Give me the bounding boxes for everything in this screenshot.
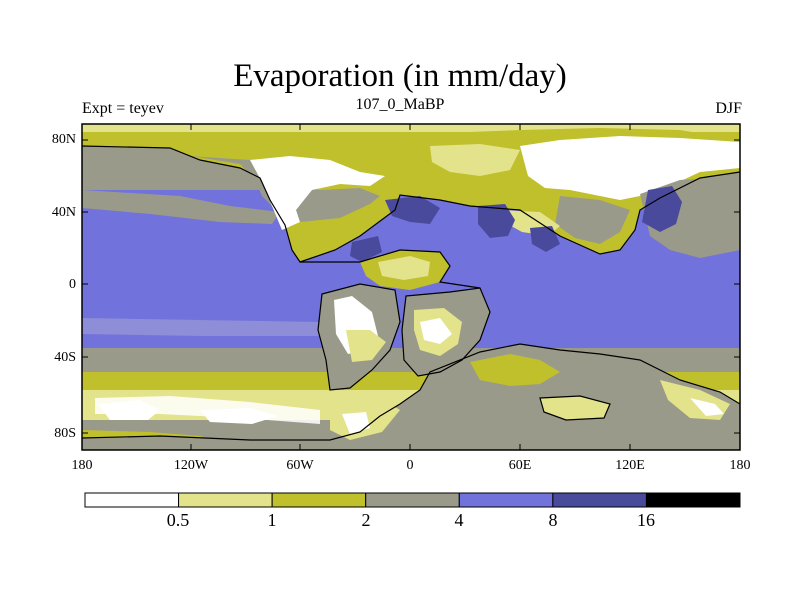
gray-strip-west-npac — [82, 190, 280, 224]
gray-strip-equator-south — [82, 318, 320, 336]
colorbar-label: 2 — [361, 510, 371, 530]
coastline-laurasia — [81, 145, 741, 263]
gondwana-south-white — [342, 412, 370, 434]
lon-tick-label: 60W — [286, 458, 314, 473]
colorbar-label: 0.5 — [166, 510, 190, 530]
coastline-south-america — [317, 283, 401, 391]
south-pac-white-lobe-2 — [200, 408, 278, 424]
colorbar-label: 16 — [637, 510, 655, 530]
map-frame — [81, 123, 741, 451]
map-title: Evaporation (in mm/day) — [233, 58, 567, 94]
lon-tick-label: 120E — [615, 458, 645, 473]
colorbar — [84, 492, 741, 508]
gondwana-pale-north — [378, 256, 430, 280]
coastline-africa — [401, 287, 491, 377]
laurasia-white-east — [520, 136, 740, 200]
lon-tick-label: 60E — [508, 458, 532, 473]
coastline-south — [81, 343, 741, 441]
season-label: DJF — [715, 100, 742, 117]
tick-marks — [82, 124, 740, 450]
gondwana-south-olive — [470, 354, 560, 386]
evaporation-field — [82, 124, 740, 450]
colorbar-swatch — [458, 492, 554, 508]
dark-blue-tethys-4 — [350, 236, 382, 262]
lon-tick-label: 180 — [729, 458, 751, 473]
gondwana-east-white — [690, 398, 724, 416]
colorbar-swatch — [84, 492, 180, 508]
lon-tick-label: 0 — [406, 458, 414, 473]
experiment-label: Expt = teyev — [82, 100, 164, 117]
lat-tick-label: 80N — [51, 132, 76, 147]
colorbar-swatch — [645, 492, 741, 508]
colorbar-label: 8 — [548, 510, 558, 530]
lon-tick-label: 180 — [71, 458, 93, 473]
laurasia-white-west — [250, 156, 385, 230]
colorbar-swatch — [552, 492, 647, 508]
laurasia-pale-center — [430, 144, 520, 176]
lat-tick-label: 40S — [54, 350, 76, 365]
gondwana-sa-pale — [346, 330, 386, 362]
time-label: 107_0_MaBP — [355, 96, 445, 113]
colorbar-swatch — [365, 492, 460, 508]
colorbar-label: 1 — [267, 510, 277, 530]
laurasia-gray-east — [555, 196, 630, 244]
coastline-south-island — [539, 395, 611, 421]
gondwana-africa-white — [420, 318, 452, 344]
lat-tick-label: 0 — [69, 277, 76, 292]
colorbar-swatch — [178, 492, 273, 508]
dark-blue-tethys-1 — [385, 196, 440, 224]
lon-tick-label: 120W — [173, 458, 209, 473]
coastlines — [81, 145, 741, 441]
colorbar-swatch — [271, 492, 367, 508]
gondwana-south-pale — [540, 396, 610, 420]
dark-blue-tethys-2 — [478, 204, 515, 238]
colorbar-label: 4 — [454, 510, 464, 530]
dark-blue-west-pac — [642, 186, 682, 232]
lat-tick-label: 80S — [54, 426, 76, 441]
dark-blue-tethys-3 — [530, 226, 560, 252]
south-pac-white-lobe — [98, 400, 160, 420]
lat-tick-label: 40N — [51, 205, 76, 220]
coastline-gondwana-north — [300, 249, 481, 289]
